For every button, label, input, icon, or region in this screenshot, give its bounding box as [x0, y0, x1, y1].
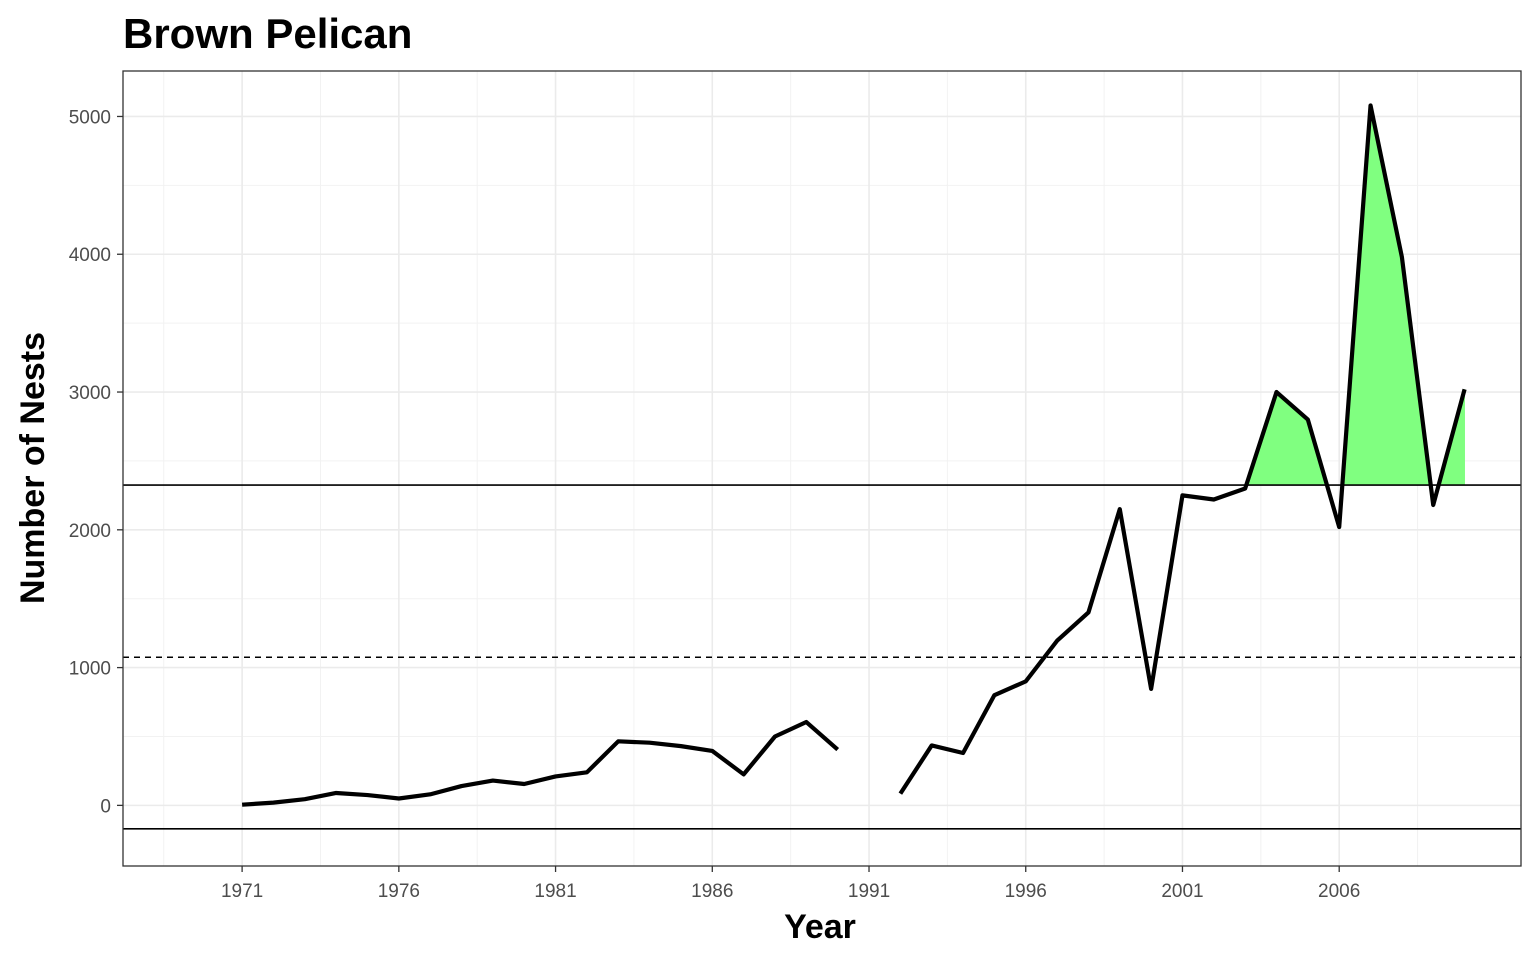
y-tick-label: 3000 — [69, 383, 111, 404]
series-line-segment — [241, 719, 840, 807]
x-axis-title: Year — [784, 908, 856, 946]
y-tick-label: 1000 — [69, 659, 111, 680]
x-tick-label: 1991 — [848, 881, 890, 902]
x-tick-label: 1986 — [691, 881, 733, 902]
x-tick-label: 1981 — [534, 881, 576, 902]
x-tick-label: 2006 — [1318, 881, 1360, 902]
series-lines — [241, 103, 1467, 807]
y-axis: 0 1000 2000 3000 4000 5000 — [69, 107, 123, 817]
x-tick-label: 1971 — [221, 881, 263, 902]
y-tick-label: 4000 — [69, 245, 111, 266]
reference-lines — [123, 484, 1521, 830]
x-tick-label: 2001 — [1161, 881, 1203, 902]
y-axis-title: Number of Nests — [14, 332, 52, 604]
panel-border — [122, 70, 1522, 867]
y-tick-label: 2000 — [69, 521, 111, 542]
grid-major — [123, 71, 1521, 866]
y-tick-label: 5000 — [69, 107, 111, 128]
y-tick-label: 0 — [100, 796, 111, 817]
x-tick-label: 1976 — [378, 881, 420, 902]
x-axis: 1971 1976 1981 1986 1991 1996 2001 2006 — [221, 866, 1360, 902]
series-line-segment — [898, 103, 1467, 795]
chart-title: Brown Pelican — [123, 10, 412, 57]
x-tick-label: 1996 — [1005, 881, 1047, 902]
